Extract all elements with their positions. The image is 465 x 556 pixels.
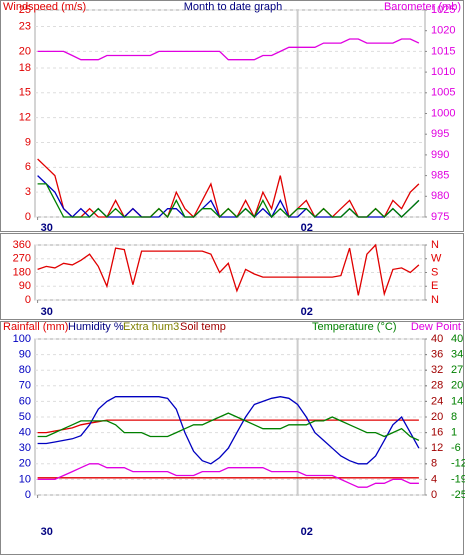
- y2-tick-label: 995: [431, 128, 449, 140]
- y3-tick-label: 1: [451, 427, 457, 439]
- y-tick-label: 25: [19, 4, 31, 16]
- y-tick-label: 0: [25, 489, 31, 501]
- y-tick-label: 60: [19, 395, 31, 407]
- y-tick-label: 100: [13, 333, 31, 345]
- y2-tick-label: 0: [431, 489, 437, 501]
- y-axis-title: Windspeed (m/s): [3, 1, 86, 13]
- y2-tick-label: 12: [431, 442, 443, 454]
- y-tick-label: 15: [19, 87, 31, 99]
- y-tick-label: 90: [19, 349, 31, 361]
- y-tick-label: 20: [19, 458, 31, 470]
- x-tick-label: 02: [301, 526, 313, 538]
- y-tick-label: 10: [19, 473, 31, 485]
- y3-axis-title: Dew Point: [411, 321, 461, 333]
- y2-tick-label: 32: [431, 364, 443, 376]
- y2-tick-label: 1025: [431, 4, 455, 16]
- legend-label: Extra hum3: [123, 321, 179, 333]
- y3-tick-label: 34: [451, 349, 463, 361]
- y-tick-label: 30: [19, 442, 31, 454]
- y-tick-label: 9: [25, 136, 31, 148]
- y2-tick-label: E: [431, 280, 438, 292]
- plot-area: [34, 9, 426, 218]
- legend-label: Humidity %: [68, 321, 124, 333]
- y2-tick-label: 990: [431, 149, 449, 161]
- y-tick-label: 70: [19, 380, 31, 392]
- chart-title: Month to date graph: [184, 1, 282, 13]
- y2-tick-label: 1015: [431, 45, 455, 57]
- series-line: [37, 463, 419, 488]
- y2-tick-label: 20: [431, 411, 443, 423]
- y2-tick-label: 985: [431, 170, 449, 182]
- y2-tick-label: N: [431, 239, 439, 251]
- y2-tick-label: 36: [431, 349, 443, 361]
- y-tick-label: 18: [19, 62, 31, 74]
- y-tick-label: 90: [19, 280, 31, 292]
- series-line: [37, 412, 420, 441]
- y2-tick-label: 980: [431, 190, 449, 202]
- y2-axis-title: Temperature (°C): [312, 321, 396, 333]
- y-tick-label: 6: [25, 161, 31, 173]
- y2-tick-label: N: [431, 294, 439, 306]
- y-tick-label: 20: [19, 45, 31, 57]
- y3-tick-label: 20: [451, 380, 463, 392]
- y-tick-label: 80: [19, 364, 31, 376]
- x-tick-label: 02: [301, 306, 313, 318]
- y3-tick-label: 40: [451, 333, 463, 345]
- y2-tick-label: 24: [431, 395, 443, 407]
- panel-frame: [0, 321, 464, 555]
- y2-tick-label: 1005: [431, 87, 455, 99]
- y2-tick-label: W: [431, 253, 442, 265]
- y3-tick-label: 8: [451, 411, 457, 423]
- legend-label: Rainfall (mm): [3, 321, 68, 333]
- y3-tick-label: -6: [451, 442, 461, 454]
- y3-tick-label: -19: [451, 473, 465, 485]
- y-tick-label: 180: [13, 266, 31, 278]
- y3-tick-label: -25: [451, 489, 465, 501]
- x-tick-label: 30: [41, 222, 53, 234]
- y-tick-label: 360: [13, 239, 31, 251]
- y2-tick-label: 28: [431, 380, 443, 392]
- x-tick-label: 02: [301, 222, 313, 234]
- y3-tick-label: 27: [451, 364, 463, 376]
- y3-tick-label: -12: [451, 458, 465, 470]
- y-tick-label: 50: [19, 411, 31, 423]
- y-tick-label: 23: [19, 20, 31, 32]
- y3-tick-label: 14: [451, 395, 463, 407]
- series-line: [37, 175, 420, 219]
- series-line: [37, 396, 420, 465]
- y-tick-label: 0: [25, 211, 31, 223]
- x-tick-label: 30: [41, 306, 53, 318]
- series-line: [37, 243, 420, 297]
- y2-tick-label: 1000: [431, 107, 455, 119]
- y2-tick-label: 16: [431, 427, 443, 439]
- series-line: [37, 38, 420, 61]
- panel-frame: [0, 0, 464, 232]
- y-tick-label: 3: [25, 186, 31, 198]
- panel-frame: [0, 233, 464, 320]
- y2-tick-label: 4: [431, 473, 437, 485]
- y2-tick-label: 8: [431, 458, 437, 470]
- y2-tick-label: 1010: [431, 66, 455, 78]
- y2-tick-label: 1020: [431, 25, 455, 37]
- x-tick-label: 30: [41, 526, 53, 538]
- y2-tick-label: 40: [431, 333, 443, 345]
- y2-tick-label: S: [431, 266, 438, 278]
- y-tick-label: 12: [19, 112, 31, 124]
- y2-axis-title: Barometer (mb): [384, 1, 461, 13]
- y-tick-label: 40: [19, 427, 31, 439]
- y2-tick-label: 975: [431, 211, 449, 223]
- legend-label: Soil temp: [180, 321, 226, 333]
- series-line: [37, 183, 420, 219]
- y-tick-label: 270: [13, 253, 31, 265]
- y-tick-label: 0: [25, 294, 31, 306]
